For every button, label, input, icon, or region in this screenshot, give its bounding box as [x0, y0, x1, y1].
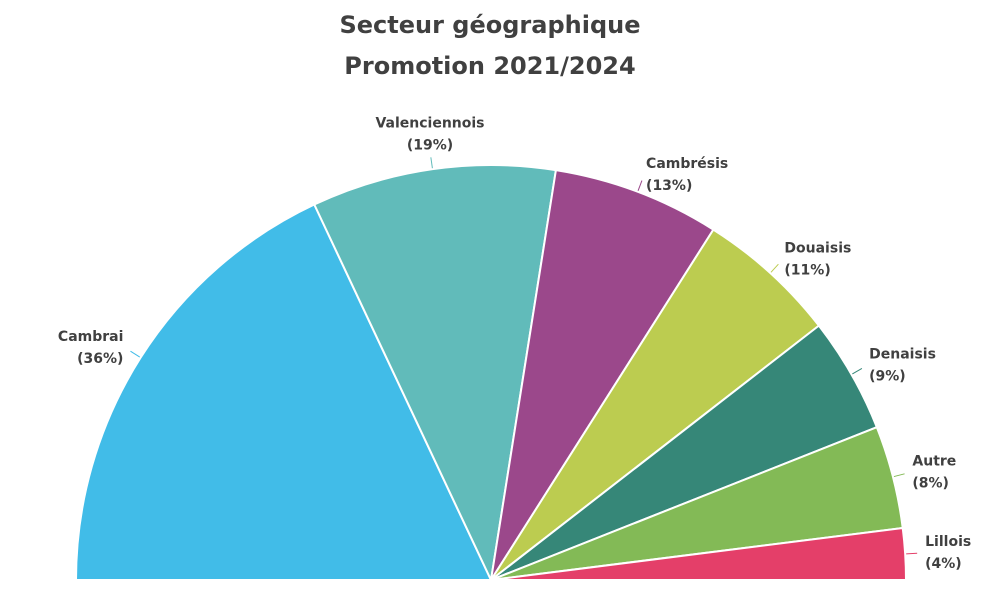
pie-slice-valenciennois[interactable] [313, 164, 557, 581]
slice-label-denaisis: Denaisis (9%) [869, 346, 936, 384]
pie-slice-lillois[interactable] [490, 526, 907, 581]
slice-label-cambrai: Cambrai (36%) [58, 329, 123, 367]
slice-label-valenciennois: Valenciennois (19%) [375, 115, 484, 153]
slice-label-douaisis: Douaisis (11%) [784, 241, 851, 279]
slice-label-autre: Autre (8%) [912, 453, 956, 491]
slice-name-cambrai: Cambrai [58, 329, 123, 345]
slice-name-lillois: Lillois [925, 534, 971, 550]
leader-line-autre [893, 473, 905, 478]
leader-line-valenciennois [430, 157, 433, 169]
slice-name-douaisis: Douaisis [784, 241, 851, 257]
slices-group [75, 164, 907, 581]
pie-slice-douaisis[interactable] [490, 228, 820, 581]
chart-title: Secteur géographique [339, 11, 640, 39]
slice-percent-valenciennois: (19%) [407, 137, 453, 153]
slice-percent-cambrai: (36%) [77, 351, 123, 367]
leader-lines-group [130, 157, 918, 555]
pie-slice-cambrai[interactable] [75, 203, 492, 581]
slice-name-valenciennois: Valenciennois [375, 115, 484, 131]
leader-line-cambrai [130, 350, 141, 358]
slice-name-autre: Autre [912, 453, 956, 469]
slice-label-cambresis: Cambrésis (13%) [646, 156, 728, 194]
slice-percent-cambresis: (13%) [646, 178, 692, 194]
slice-name-denaisis: Denaisis [869, 346, 936, 362]
pie-slice-cambresis[interactable] [490, 169, 715, 581]
slice-percent-lillois: (4%) [925, 556, 962, 572]
slice-labels-group: Cambrai (36%) Valenciennois (19%) Cambrésis (… [58, 115, 971, 571]
slice-name-cambresis: Cambrésis [646, 156, 728, 172]
leader-line-douaisis [770, 263, 779, 273]
slice-percent-douaisis: (11%) [784, 263, 830, 279]
leader-line-denaisis [852, 368, 863, 375]
leader-line-cambresis [637, 180, 643, 192]
slice-percent-denaisis: (9%) [869, 368, 906, 384]
chart-subtitle: Promotion 2021/2024 [344, 52, 635, 80]
slice-label-lillois: Lillois (4%) [925, 534, 971, 572]
slice-percent-autre: (8%) [912, 475, 949, 491]
leader-line-lillois [906, 552, 918, 555]
